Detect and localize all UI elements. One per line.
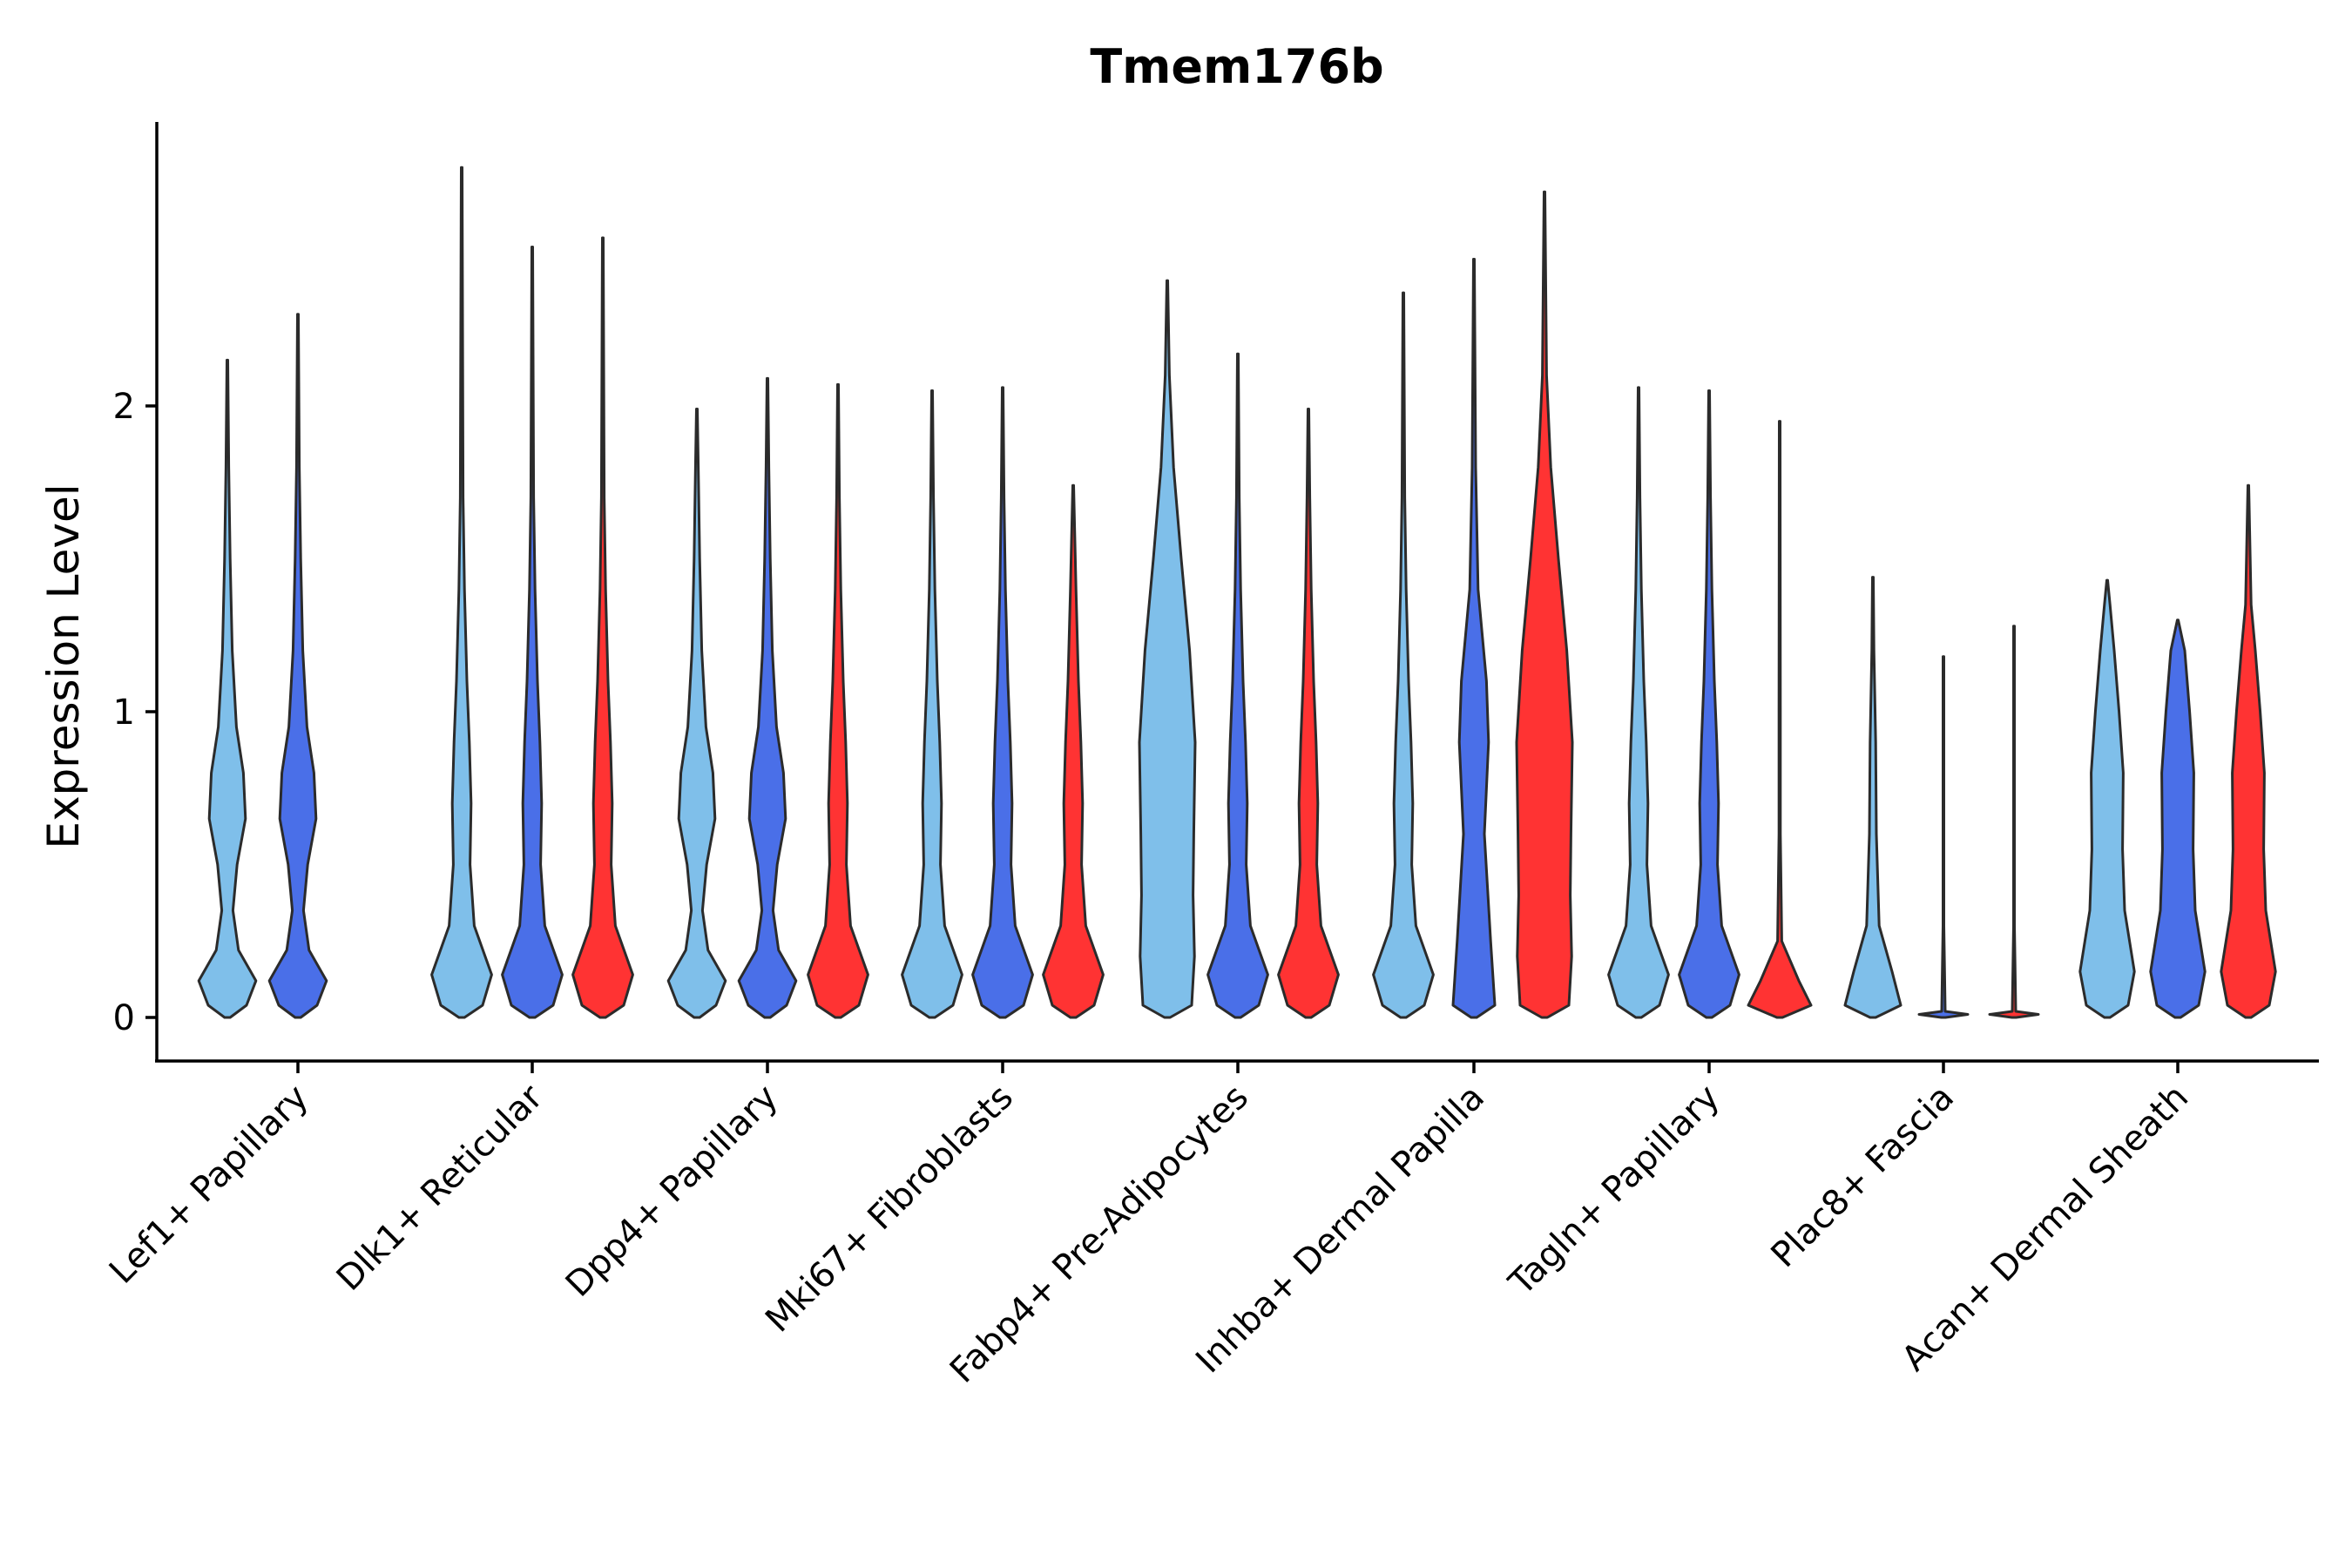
violin-8-2 <box>2220 483 2277 1019</box>
violins-layer <box>197 166 2277 1019</box>
violin-7-0 <box>1843 576 1903 1019</box>
y-axis-label: Expression Level <box>38 483 89 848</box>
violin-4-0 <box>1138 279 1197 1019</box>
violin-4-1 <box>1206 352 1269 1019</box>
violin-5-1 <box>1451 258 1497 1019</box>
violin-6-2 <box>1747 420 1813 1019</box>
violin-1-0 <box>430 166 493 1019</box>
y-tick-label: 0 <box>113 998 135 1038</box>
violin-2-2 <box>807 382 869 1019</box>
x-tick-label: Dlk1+ Reticular <box>329 1077 551 1299</box>
violin-5-2 <box>1515 190 1574 1019</box>
violin-0-0 <box>197 358 258 1019</box>
y-ticks: 0 1 2 <box>113 387 157 1038</box>
violin-8-0 <box>2078 578 2136 1019</box>
violin-6-1 <box>1678 389 1740 1019</box>
violin-1-2 <box>571 236 634 1019</box>
x-tick-label: Lef1+ Papillary <box>102 1078 316 1292</box>
chart-title: Tmem176b <box>1090 39 1383 94</box>
x-tick-label: Plac8+ Fascia <box>1764 1078 1963 1276</box>
y-tick-label: 1 <box>113 693 135 733</box>
violin-4-2 <box>1277 408 1340 1019</box>
violin-8-1 <box>2149 618 2207 1019</box>
violin-0-1 <box>267 313 328 1019</box>
x-tick-label: Mki67+ Fibroblasts <box>758 1078 1021 1341</box>
x-ticks: Lef1+ Papillary Dlk1+ Reticular Dpp4+ Papi… <box>102 1061 2196 1391</box>
violin-3-2 <box>1042 483 1105 1019</box>
violin-3-0 <box>901 389 963 1019</box>
violin-5-0 <box>1372 291 1435 1019</box>
violin-3-1 <box>971 386 1034 1019</box>
y-tick-label: 2 <box>113 387 135 427</box>
violin-6-0 <box>1607 386 1670 1019</box>
violin-2-1 <box>737 376 798 1019</box>
violin-7-2 <box>1988 625 2040 1019</box>
violin-2-0 <box>666 408 727 1019</box>
x-tick-label: Dpp4+ Papillary <box>558 1078 786 1305</box>
x-tick-label: Tagln+ Papillary <box>1501 1078 1727 1304</box>
violin-1-1 <box>501 246 564 1019</box>
violin-7-1 <box>1917 655 1970 1019</box>
